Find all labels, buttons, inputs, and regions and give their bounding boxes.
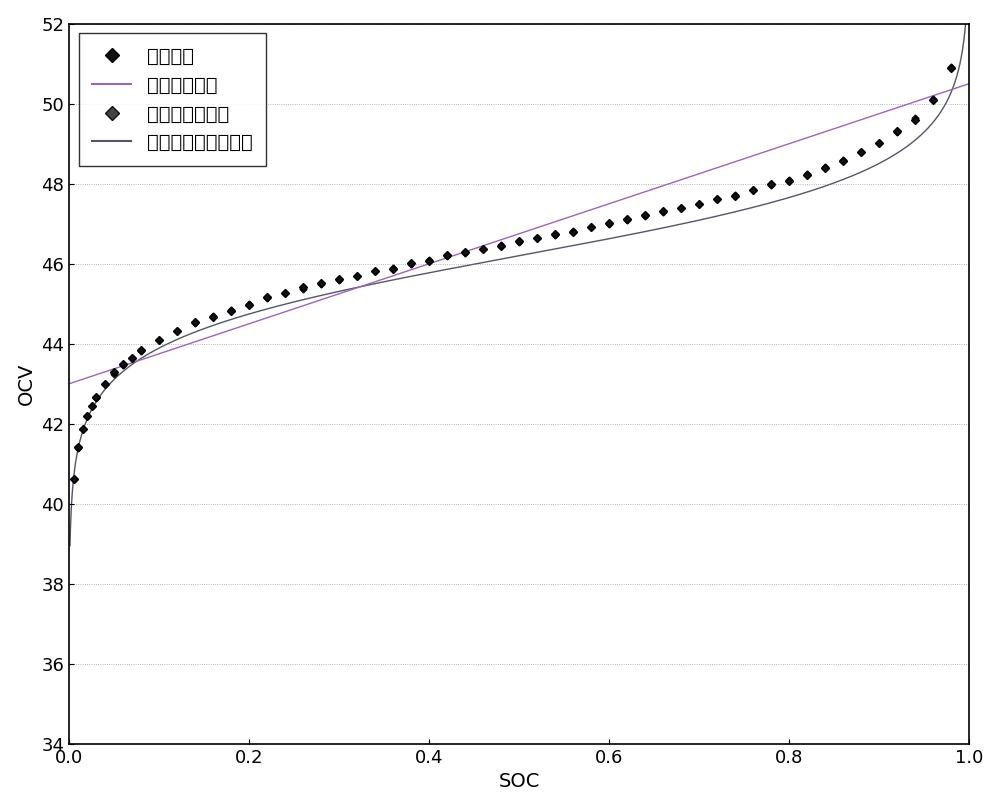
- Y-axis label: OCV: OCV: [17, 363, 36, 405]
- Legend: 实测数据, 线性拟合拟合, 多项式拟合拟合, 专利采用的曲线拟合: 实测数据, 线性拟合拟合, 多项式拟合拟合, 专利采用的曲线拟合: [79, 33, 266, 166]
- X-axis label: SOC: SOC: [498, 772, 540, 791]
